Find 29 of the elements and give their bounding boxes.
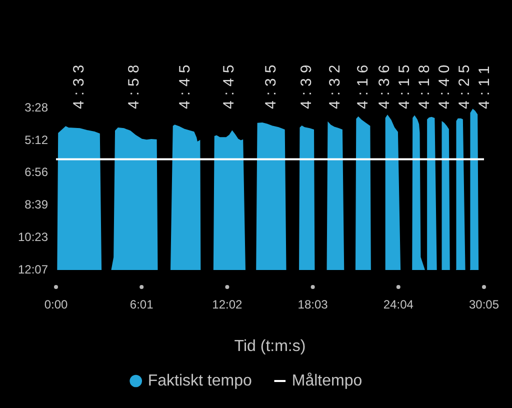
annotation: 4:11 — [476, 60, 494, 109]
annotation: 4:25 — [456, 60, 474, 109]
annotation: 4:58 — [126, 60, 143, 109]
y-tick-label: 8:39 — [24, 197, 48, 212]
x-tick-label: 0:00 — [44, 298, 68, 312]
x-tick-label: 24:04 — [383, 298, 414, 312]
annotation: 4:18 — [416, 60, 434, 109]
annotation: 4:16 — [354, 60, 372, 109]
annotation: 4:33 — [70, 60, 88, 109]
annotation: 4:45 — [220, 60, 238, 109]
legend-label: Måltempo — [292, 372, 362, 390]
annotation: 4:35 — [262, 60, 280, 109]
annotation: 4:45 — [176, 60, 194, 109]
annotation: 4:32 — [326, 60, 344, 109]
y-tick-label: 6:56 — [24, 165, 48, 180]
x-tick-label: 30:05 — [468, 298, 500, 312]
y-tick-label: 3:28 — [24, 100, 48, 114]
x-tick-label: 18:03 — [298, 298, 328, 312]
annotation: 4:39 — [298, 60, 316, 109]
x-axis-title: Tid (t:m:s) — [234, 338, 306, 355]
legend-label: Faktiskt tempo — [148, 372, 252, 390]
annotation: 4:36 — [376, 60, 394, 109]
y-tick-label: 12:07 — [18, 262, 48, 276]
annotation: 4:40 — [436, 60, 454, 109]
annotation: 4:15 — [396, 60, 414, 109]
y-tick-label: 5:12 — [24, 132, 48, 147]
y-tick-label: 10:23 — [18, 230, 48, 244]
x-tick-label: 6:01 — [130, 298, 154, 312]
x-tick-label: 12:02 — [212, 298, 243, 312]
